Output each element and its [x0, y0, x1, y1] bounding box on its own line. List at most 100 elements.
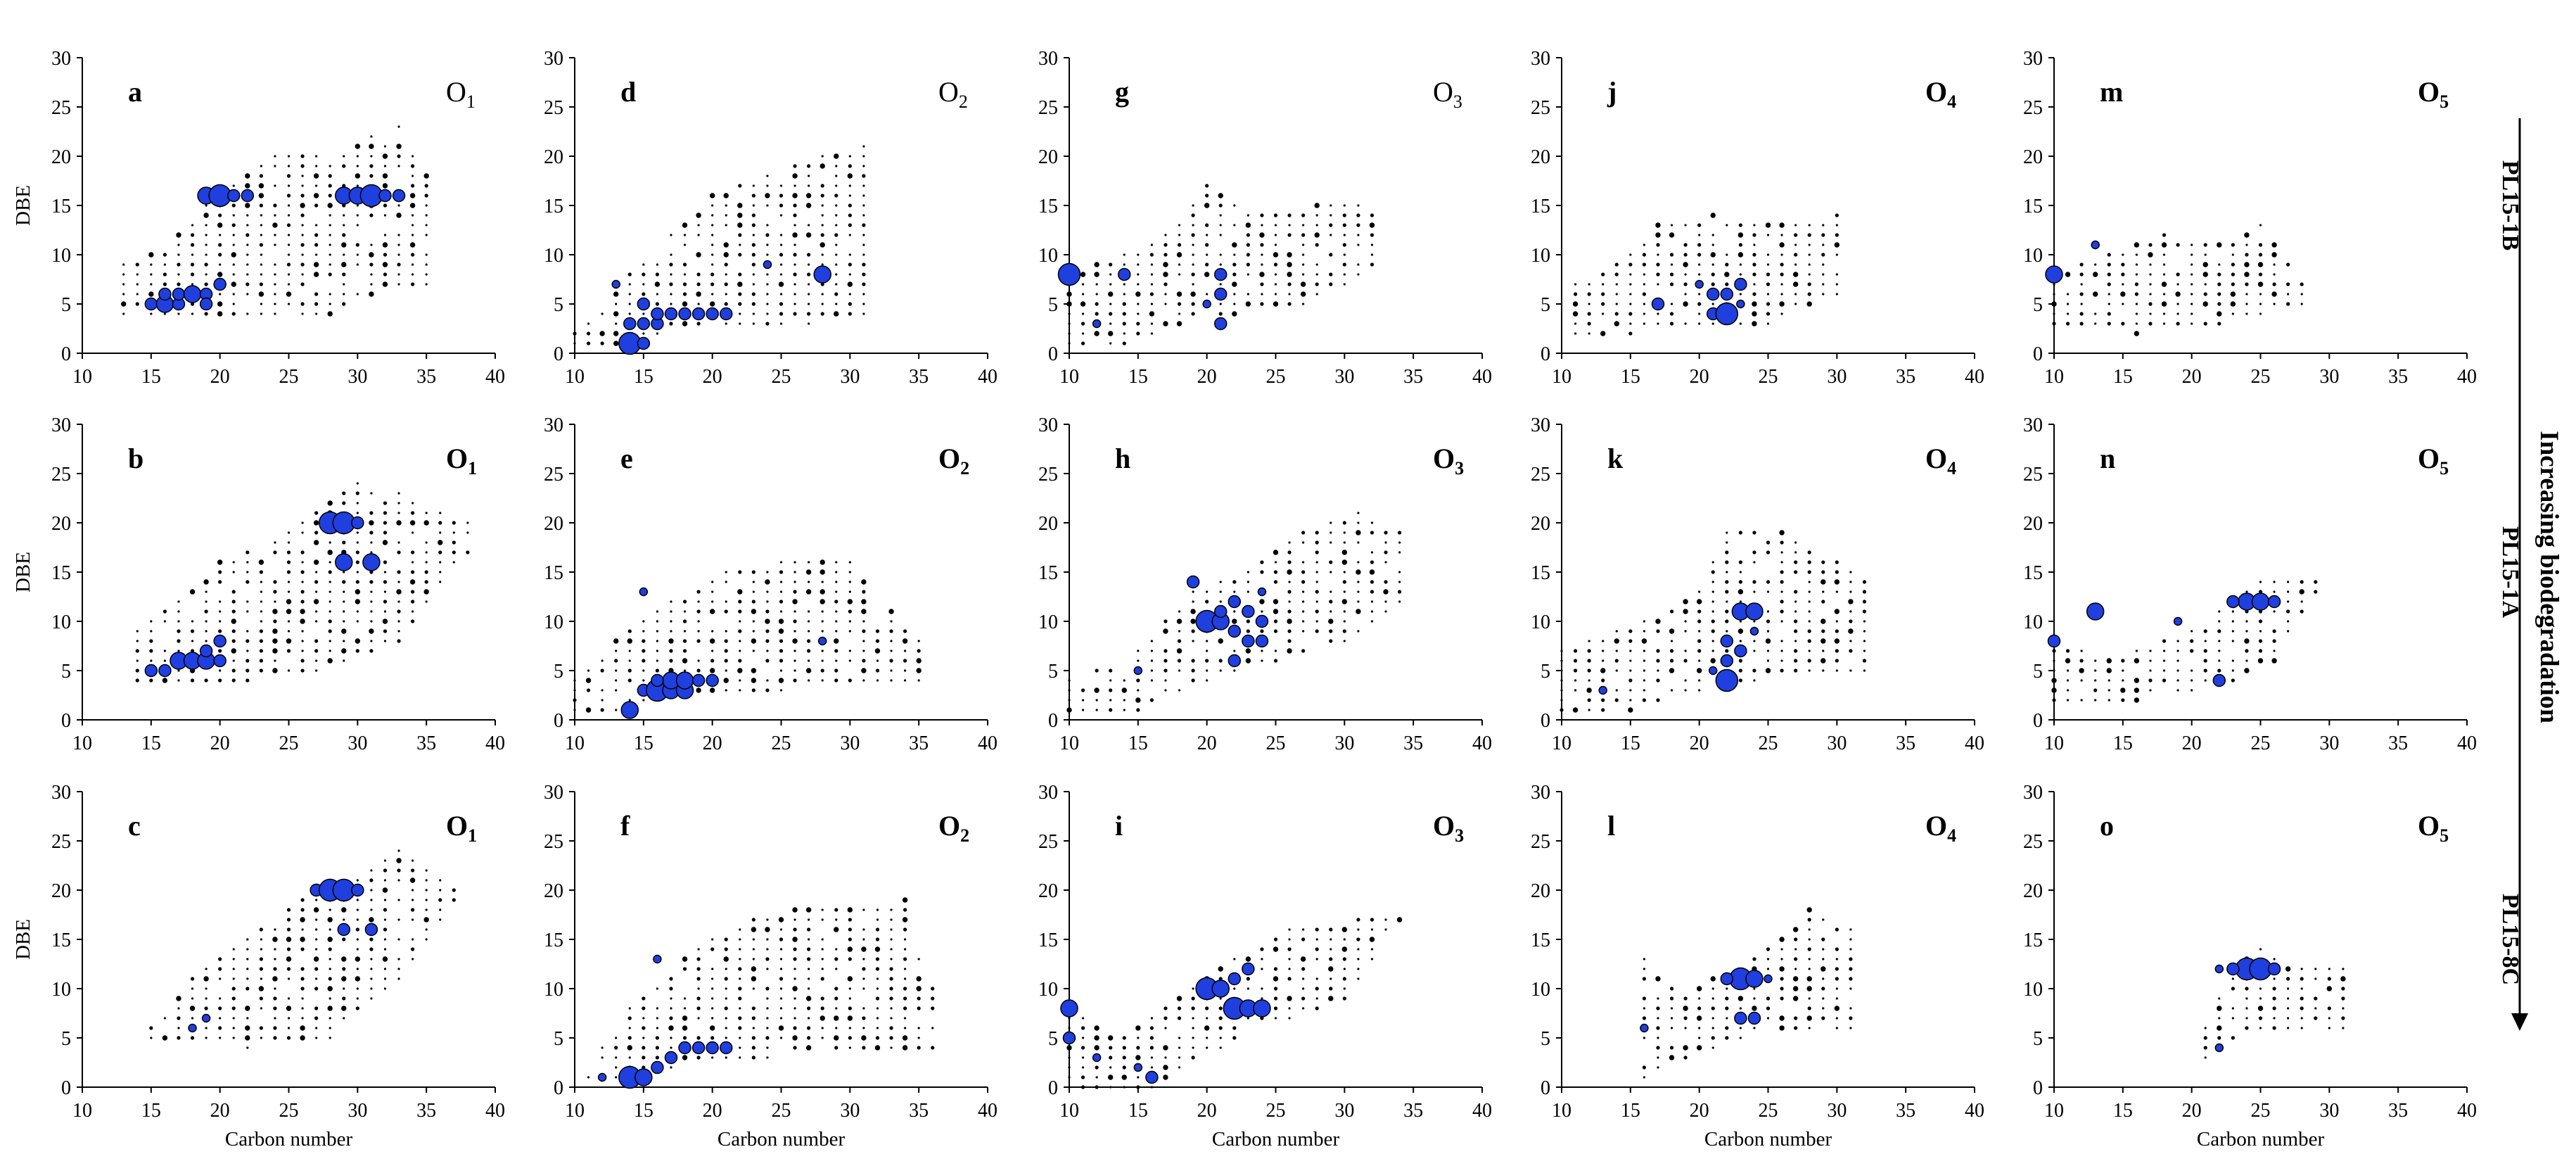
- y-tick-label: 20: [2023, 880, 2043, 902]
- data-point: [1205, 600, 1209, 604]
- x-tick-label: 40: [2457, 366, 2477, 388]
- data-point: [2259, 1027, 2262, 1029]
- data-point: [1192, 987, 1194, 990]
- data-point: [793, 581, 796, 583]
- data-point: [751, 678, 757, 683]
- data-point: [1753, 1027, 1756, 1029]
- x-tick-label: 25: [1266, 1100, 1286, 1122]
- data-point: [711, 600, 714, 603]
- data-point: [1094, 331, 1099, 336]
- data-point: [2134, 292, 2138, 296]
- data-point: [1330, 204, 1332, 207]
- highlight-point: [1715, 668, 1739, 692]
- arrow-label-bg: [2531, 394, 2566, 760]
- data-point: [1808, 1027, 1811, 1029]
- data-point: [1121, 1074, 1127, 1080]
- data-point: [300, 977, 305, 981]
- data-point: [411, 619, 415, 623]
- y-tick-label: 5: [61, 294, 71, 316]
- data-point: [1081, 312, 1085, 315]
- data-point: [2107, 262, 2111, 267]
- data-point: [287, 541, 291, 544]
- data-point: [779, 293, 783, 296]
- data-point: [1356, 530, 1361, 535]
- data-point: [258, 183, 264, 189]
- data-point: [1342, 977, 1346, 981]
- compound-class-label: O3: [1433, 76, 1462, 112]
- data-point: [1711, 272, 1715, 277]
- data-point: [1643, 679, 1645, 682]
- data-point: [1711, 263, 1714, 266]
- data-point: [1301, 531, 1306, 535]
- data-point: [1123, 699, 1126, 702]
- data-point: [793, 669, 796, 672]
- data-point: [411, 600, 415, 604]
- data-point: [601, 699, 604, 702]
- data-point: [752, 273, 755, 276]
- data-point: [725, 630, 727, 633]
- x-tick-label: 15: [2113, 733, 2133, 754]
- data-point: [805, 668, 812, 673]
- data-point: [370, 977, 373, 980]
- data-point: [2065, 649, 2070, 653]
- data-point: [1669, 649, 1674, 653]
- data-point: [1794, 233, 1798, 237]
- data-point: [766, 968, 769, 970]
- y-tick-label: 15: [544, 930, 563, 951]
- data-point: [834, 987, 839, 991]
- data-point: [343, 918, 345, 921]
- data-point: [1206, 1036, 1209, 1039]
- data-point: [315, 253, 318, 256]
- data-point: [2149, 312, 2152, 315]
- data-point: [1273, 550, 1279, 555]
- compound-class-label: O5: [2418, 76, 2449, 112]
- data-point: [807, 164, 811, 168]
- data-point: [1342, 996, 1346, 1001]
- data-point: [1068, 1017, 1071, 1020]
- data-point: [203, 213, 209, 218]
- data-point: [1163, 1065, 1168, 1070]
- data-point: [1643, 273, 1645, 276]
- data-point: [1628, 629, 1633, 633]
- data-point: [889, 1026, 893, 1030]
- data-point: [315, 669, 318, 672]
- data-point: [696, 272, 701, 277]
- data-point: [2231, 282, 2235, 286]
- data-point: [820, 1015, 825, 1021]
- data-point: [917, 958, 920, 960]
- data-point: [177, 600, 180, 603]
- highlight-point: [188, 1023, 197, 1033]
- data-point: [1835, 659, 1839, 663]
- dot-cloud: [149, 849, 456, 1049]
- data-point: [370, 590, 373, 593]
- data-point: [1560, 679, 1563, 682]
- data-point: [397, 125, 400, 128]
- y-tick-label: 20: [1038, 880, 1058, 902]
- data-point: [1698, 293, 1701, 296]
- data-point: [1204, 203, 1210, 208]
- data-point: [189, 1006, 196, 1011]
- x-tick-label: 15: [1621, 366, 1640, 388]
- data-point: [890, 958, 893, 960]
- data-point: [696, 609, 701, 614]
- data-point: [205, 987, 208, 990]
- y-tick-label: 10: [1038, 245, 1058, 267]
- data-point: [2245, 312, 2248, 315]
- data-point: [778, 917, 784, 922]
- data-point: [601, 689, 604, 692]
- data-point: [382, 619, 388, 624]
- data-point: [1574, 283, 1577, 286]
- data-point: [2217, 272, 2221, 277]
- data-point: [1094, 1045, 1099, 1051]
- data-point: [219, 1036, 222, 1039]
- data-point: [862, 928, 865, 931]
- data-point: [642, 679, 645, 682]
- data-point: [739, 938, 741, 941]
- data-point: [246, 263, 249, 266]
- data-point: [1261, 293, 1263, 296]
- data-point: [2245, 659, 2248, 662]
- data-point: [2162, 263, 2166, 266]
- data-point: [1752, 311, 1757, 317]
- highlight-points: [144, 511, 381, 678]
- data-point: [1726, 987, 1728, 990]
